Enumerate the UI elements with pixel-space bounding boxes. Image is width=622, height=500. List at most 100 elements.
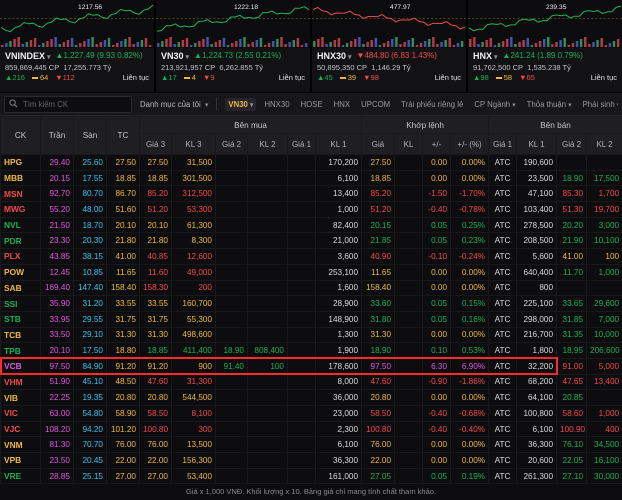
ticker-symbol[interactable]: HPG — [0, 154, 41, 171]
table-row-SSI[interactable]: SSI 35.90 31.20 33.55 33.55 160,700 28,900 33.6… — [0, 295, 622, 312]
cell-gia1 — [287, 436, 316, 454]
index-panel-hnx30[interactable]: 477.97 HNX30 ▾ ▼484.80 (6.83 1.43%) 50,895,3… — [312, 0, 466, 92]
cell-gia3: 27.00 — [139, 467, 172, 485]
ticker-symbol[interactable]: VNM — [0, 436, 41, 454]
cell-chg: 0.05 — [422, 216, 452, 234]
table-row-MSN[interactable]: MSN 92.70 80.70 86.70 85.20 312,500 13,400 85.2… — [0, 185, 622, 203]
cell-gia1 — [287, 185, 316, 203]
cell-gia: 18.85 — [361, 169, 396, 187]
table-row-TPB[interactable]: TPB 20.10 17.50 18.80 18.85 411,400 18.90 808,4… — [0, 342, 622, 359]
ticker-symbol[interactable]: STB — [0, 310, 41, 328]
group-header-ben-mua: Bên mua — [138, 116, 363, 134]
table-row-TCB[interactable]: TCB 33.50 29.10 31.30 31.30 498,600 1,300 31.30… — [0, 326, 622, 344]
cell-gia1 — [287, 216, 316, 234]
index-panel-vn30[interactable]: 1222.18 VN30 ▾ ▲1,224.73 (2.55 0.21%) 213,92… — [156, 0, 310, 92]
ticker-symbol[interactable]: MWG — [0, 201, 41, 218]
search-box[interactable] — [4, 95, 132, 113]
tab-thỏa-thuận[interactable]: Thỏa thuận ▾ — [526, 99, 572, 109]
advancers-count: ▲45 — [317, 73, 333, 82]
table-row-STB[interactable]: STB 33.95 29.55 31.75 31.75 55,300 148,900 31.8… — [0, 310, 622, 328]
table-row-MWG[interactable]: MWG 55.20 48.00 51.60 51.20 53,300 1,000 51.20-… — [0, 201, 622, 218]
tab-hose[interactable]: HOSE — [300, 99, 323, 109]
cell-ban-kl2 — [586, 279, 622, 297]
cell-ban-gia2: 20.85 — [556, 389, 588, 406]
cell-chg: 0.00 — [422, 452, 452, 469]
table-row-POW[interactable]: POW 12.45 10.85 11.65 11.60 49,000 253,100 11.6… — [0, 263, 622, 281]
table-row-NVL[interactable]: NVL 21.50 18.70 20.10 20.10 61,300 82,400 20.15… — [0, 216, 622, 234]
ticker-symbol[interactable]: POW — [0, 263, 41, 281]
index-name[interactable]: HNX30 ▾ — [317, 50, 352, 61]
table-row-VJC[interactable]: VJC 108.20 94.20 101.20 100.80 300 2,300 100.80… — [0, 420, 622, 438]
chevron-down-icon: ▾ — [617, 102, 618, 109]
unchanged-icon — [183, 77, 190, 80]
index-panel-vnindex[interactable]: 1217.56 VNINDEX ▾ ▲1,227.49 (9.93 0.82%) 859… — [0, 0, 154, 92]
table-row-MBB[interactable]: MBB 20.15 17.55 18.85 18.85 301,500 6,100 18.85… — [0, 169, 622, 187]
cell-ban-gia2: 31.35 — [556, 326, 588, 344]
cell-san: 25.60 — [73, 154, 107, 171]
ticker-symbol[interactable]: VRE — [0, 467, 41, 485]
table-row-VIC[interactable]: VIC 63.00 54.80 58.90 58.50 8,100 23,000 58.50-… — [0, 405, 622, 422]
ticker-symbol[interactable]: PLX — [0, 248, 41, 265]
ticker-symbol[interactable]: SSI — [0, 295, 41, 312]
ticker-symbol[interactable]: TCB — [0, 326, 41, 344]
cell-kl1: 1,000 — [314, 201, 363, 218]
ticker-symbol[interactable]: VCB — [0, 357, 41, 375]
ticker-symbol[interactable]: VIB — [0, 389, 41, 406]
cell-ban-gia1: ATC — [488, 295, 518, 312]
cell-gia2 — [215, 389, 248, 406]
table-row-VRE[interactable]: VRE 28.85 25.15 27.00 27.00 53,400 161,000 27.0… — [0, 467, 622, 485]
table-row-VHM[interactable]: VHM 51.90 45.10 48.50 47.60 31,300 8,000 47.60-… — [0, 373, 622, 391]
cell-kl1: 2,300 — [314, 420, 363, 438]
table-row-VCB[interactable]: VCB 97.50 84.90 91.20 91.20 900 91.40 100 178,60… — [0, 357, 622, 375]
table-row-VPB[interactable]: VPB 23.50 20.45 22.00 22.00 156,300 36,300 22.0… — [0, 452, 622, 469]
cell-kl1: 6,100 — [314, 169, 363, 187]
tab-hnx30[interactable]: HNX30 — [264, 99, 290, 109]
ticker-symbol[interactable]: PDR — [0, 232, 41, 250]
ticker-symbol[interactable]: NVL — [0, 216, 41, 234]
chevron-down-icon: ▾ — [494, 53, 498, 61]
cell-gia3: 21.80 — [139, 232, 172, 250]
cell-kl1: 1,600 — [314, 279, 363, 297]
table-row-SAB[interactable]: SAB 169.40 147.40 158.40 158.30 200 1,600 158.4… — [0, 279, 622, 297]
index-volume: 859,869,445 CP 17,255.773 Tỷ — [5, 63, 112, 72]
tab-cp-ngành[interactable]: CP Ngành ▾ — [474, 99, 516, 109]
index-change: ▲1,227.49 (9.93 0.82%) — [55, 51, 143, 60]
index-name[interactable]: VN30 ▾ — [161, 50, 190, 61]
ticker-symbol[interactable]: VJC — [0, 420, 41, 438]
col-header: Giá 2 — [215, 133, 248, 155]
cell-gia3: 18.85 — [139, 169, 172, 187]
ticker-symbol[interactable]: VHM — [0, 373, 41, 391]
cell-ban-gia2: 18.90 — [556, 169, 588, 187]
ticker-symbol[interactable]: SAB — [0, 279, 41, 297]
index-panel-hnx[interactable]: 239.35 HNX ▾ ▲241.24 (1.89 0.79%) 91,762,500… — [468, 0, 622, 92]
cell-kl3: 8,100 — [171, 405, 216, 422]
cell-kl3: 301,500 — [171, 169, 216, 187]
table-row-PDR[interactable]: PDR 23.30 20.30 21.80 21.80 8,300 21,000 21.85 0… — [0, 232, 622, 250]
watchlist-menu[interactable]: Danh mục của tôi ▾ — [140, 100, 208, 109]
cell-ban-gia2: 47.65 — [556, 373, 588, 391]
ticker-symbol[interactable]: TPB — [0, 342, 41, 359]
col-header: KL 1 — [516, 133, 558, 155]
ticker-symbol[interactable]: VPB — [0, 452, 41, 469]
tab-vn30[interactable]: VN30 ▾ — [225, 97, 257, 111]
cell-tran: 35.90 — [40, 295, 74, 312]
tab-phái-sinh[interactable]: Phái sinh▾ — [580, 98, 618, 111]
ticker-symbol[interactable]: VIC — [0, 405, 41, 422]
tab-upcom[interactable]: UPCOM — [361, 99, 391, 109]
table-row-VIB[interactable]: VIB 22.25 19.35 20.80 20.80 544,500 36,000 20.8… — [0, 389, 622, 406]
search-input[interactable] — [21, 98, 127, 110]
cell-gia1 — [287, 169, 316, 187]
tab-hnx[interactable]: HNX — [333, 99, 351, 109]
cell-ban-kl1: 261,300 — [516, 467, 558, 485]
ticker-symbol[interactable]: MSN — [0, 185, 41, 203]
index-chart: 477.97 — [312, 0, 466, 48]
tab-trái-phiếu-riêng-lẻ[interactable]: Trái phiếu riêng lẻ — [401, 99, 464, 109]
ticker-symbol[interactable]: MBB — [0, 169, 41, 187]
index-name[interactable]: HNX ▾ — [473, 50, 498, 61]
table-row-HPG[interactable]: HPG 29.40 25.60 27.50 27.50 31,500 170,200 27.5… — [0, 154, 622, 171]
cell-tran: 33.95 — [40, 310, 74, 328]
table-row-PLX[interactable]: PLX 43.85 38.15 41.00 40.85 12,600 3,600 40.90-… — [0, 248, 622, 265]
index-name[interactable]: VNINDEX ▾ — [5, 50, 51, 61]
cell-gia2 — [215, 420, 248, 438]
table-row-VNM[interactable]: VNM 81.30 70.70 76.00 76.00 13,500 6,100 76.00 0… — [0, 436, 622, 454]
